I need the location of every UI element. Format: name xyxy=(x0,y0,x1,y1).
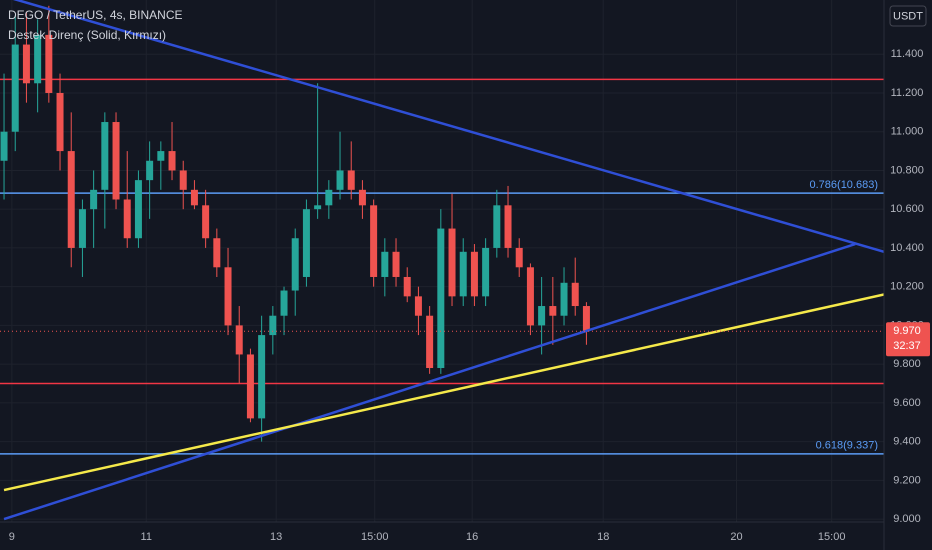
candle-body xyxy=(370,205,378,277)
candle-body xyxy=(258,335,266,419)
currency: USDT xyxy=(893,10,923,22)
candle-body xyxy=(101,122,109,190)
candle-body xyxy=(246,354,254,419)
x-tick-label: 11 xyxy=(141,531,152,543)
y-tick-label: 11.200 xyxy=(891,87,924,99)
candle-body xyxy=(202,205,210,239)
candle-body xyxy=(67,151,75,248)
candle-body xyxy=(0,131,8,161)
candle-body xyxy=(347,170,355,190)
last-price-box xyxy=(886,322,930,357)
x-tick-label: 18 xyxy=(597,531,609,543)
candle-body xyxy=(358,189,366,206)
candle-body xyxy=(235,325,243,355)
y-tick-label: 9.600 xyxy=(893,397,921,409)
candle-body xyxy=(538,306,546,326)
candle-body xyxy=(414,296,422,316)
countdown: 32:37 xyxy=(893,340,921,352)
x-tick-label: 15:00 xyxy=(818,531,846,543)
trend-line xyxy=(12,0,884,253)
y-tick-label: 11.400 xyxy=(891,48,924,60)
candle-body xyxy=(482,247,490,297)
symbol-title: DEGO / TetherUS, 4s, BINANCE xyxy=(8,8,183,22)
candle-body xyxy=(582,306,590,332)
level-label: 0.786(10.683) xyxy=(810,179,879,191)
candle-body xyxy=(526,267,534,326)
candle-body xyxy=(123,199,131,239)
candle-body xyxy=(146,160,154,181)
candle-body xyxy=(459,251,467,297)
y-tick-label: 9.200 xyxy=(893,474,921,486)
candle-body xyxy=(571,282,579,307)
candle-body xyxy=(302,209,310,277)
candle-body xyxy=(45,34,53,93)
candle-body xyxy=(381,251,389,277)
x-tick-label: 15:00 xyxy=(361,531,389,543)
candle-body xyxy=(134,180,142,239)
candle-body xyxy=(213,238,221,268)
y-tick-label: 9.000 xyxy=(893,513,921,525)
candle-body xyxy=(392,251,400,277)
y-tick-label: 9.800 xyxy=(893,358,921,370)
candle-body xyxy=(470,251,478,297)
grid xyxy=(0,0,884,522)
candle-body xyxy=(549,306,557,316)
trend-line xyxy=(3,242,856,521)
candle-body xyxy=(78,209,86,248)
candle-body xyxy=(56,92,64,152)
x-tick-label: 9 xyxy=(9,531,15,543)
candle-body xyxy=(179,170,187,190)
y-tick-label: 10.600 xyxy=(890,203,924,215)
candle-body xyxy=(22,44,30,84)
candle-body xyxy=(560,282,568,316)
candle-body xyxy=(190,189,198,206)
last-price-label: 9.970 xyxy=(893,325,921,337)
y-tick-label: 10.400 xyxy=(890,242,924,254)
currency-box[interactable] xyxy=(889,5,927,27)
y-tick-label: 10.200 xyxy=(890,281,924,293)
candle-body xyxy=(157,151,165,161)
candle-body xyxy=(269,315,277,336)
candle-body xyxy=(90,189,98,210)
x-tick-label: 20 xyxy=(730,531,742,543)
candle-body xyxy=(11,44,19,132)
candle-body xyxy=(34,34,42,84)
candle-body xyxy=(325,189,333,206)
candle-body xyxy=(314,205,322,210)
level-label: 0.618(9.337) xyxy=(816,440,878,452)
plot-area: 0.786(10.683) 0.618(9.337) xyxy=(0,0,884,521)
candle-body xyxy=(280,290,288,316)
candle-body xyxy=(224,267,232,326)
candle-body xyxy=(448,228,456,297)
candle-body xyxy=(168,151,176,171)
y-tick-label: 10.800 xyxy=(890,164,924,176)
x-tick-label: 16 xyxy=(466,531,478,543)
candle-body xyxy=(493,205,501,248)
candle-body xyxy=(515,247,523,268)
x-tick-label: 13 xyxy=(270,531,282,543)
y-tick-label: 11.000 xyxy=(891,126,924,138)
y-tick-label: 9.400 xyxy=(893,436,921,448)
indicator-name: Destek Direnç (Solid, Kırmızı) xyxy=(8,28,166,42)
candle-body xyxy=(504,205,512,248)
candle-body xyxy=(437,228,445,369)
axes: 9.0009.2009.4009.6009.80010.00010.20010.… xyxy=(9,48,930,543)
candle-body xyxy=(336,170,344,190)
candle-body xyxy=(403,276,411,297)
trend-line xyxy=(3,293,884,492)
candle-body xyxy=(426,315,434,369)
candle-body xyxy=(291,238,299,291)
candle-body xyxy=(112,122,120,200)
